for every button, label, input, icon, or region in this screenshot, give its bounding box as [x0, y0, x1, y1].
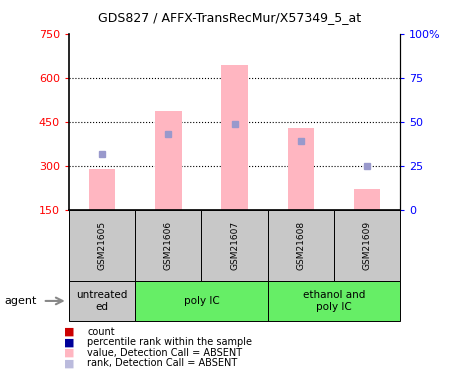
- Text: GDS827 / AFFX-TransRecMur/X57349_5_at: GDS827 / AFFX-TransRecMur/X57349_5_at: [98, 11, 361, 24]
- Text: count: count: [87, 327, 115, 337]
- Bar: [155, 111, 181, 210]
- Text: ■: ■: [64, 348, 75, 358]
- Text: percentile rank within the sample: percentile rank within the sample: [87, 338, 252, 347]
- Text: ■: ■: [64, 358, 75, 368]
- Bar: [201, 210, 267, 281]
- Bar: [69, 281, 135, 321]
- Bar: [287, 128, 313, 210]
- Text: poly IC: poly IC: [183, 296, 219, 306]
- Bar: [267, 281, 399, 321]
- Bar: [267, 210, 333, 281]
- Text: value, Detection Call = ABSENT: value, Detection Call = ABSENT: [87, 348, 242, 358]
- Bar: [69, 210, 135, 281]
- Bar: [353, 189, 380, 210]
- Text: ■: ■: [64, 327, 75, 337]
- Text: untreated
ed: untreated ed: [76, 290, 128, 312]
- Bar: [135, 281, 267, 321]
- Text: GSM21608: GSM21608: [296, 221, 305, 270]
- Bar: [221, 65, 247, 210]
- Text: GSM21605: GSM21605: [97, 221, 106, 270]
- Text: agent: agent: [5, 296, 37, 306]
- Bar: [333, 210, 399, 281]
- Text: ethanol and
poly IC: ethanol and poly IC: [302, 290, 364, 312]
- Text: GSM21609: GSM21609: [362, 221, 371, 270]
- Bar: [135, 210, 201, 281]
- Text: ■: ■: [64, 338, 75, 347]
- Text: GSM21606: GSM21606: [163, 221, 173, 270]
- Text: rank, Detection Call = ABSENT: rank, Detection Call = ABSENT: [87, 358, 237, 368]
- Text: GSM21607: GSM21607: [230, 221, 239, 270]
- Bar: [89, 169, 115, 210]
